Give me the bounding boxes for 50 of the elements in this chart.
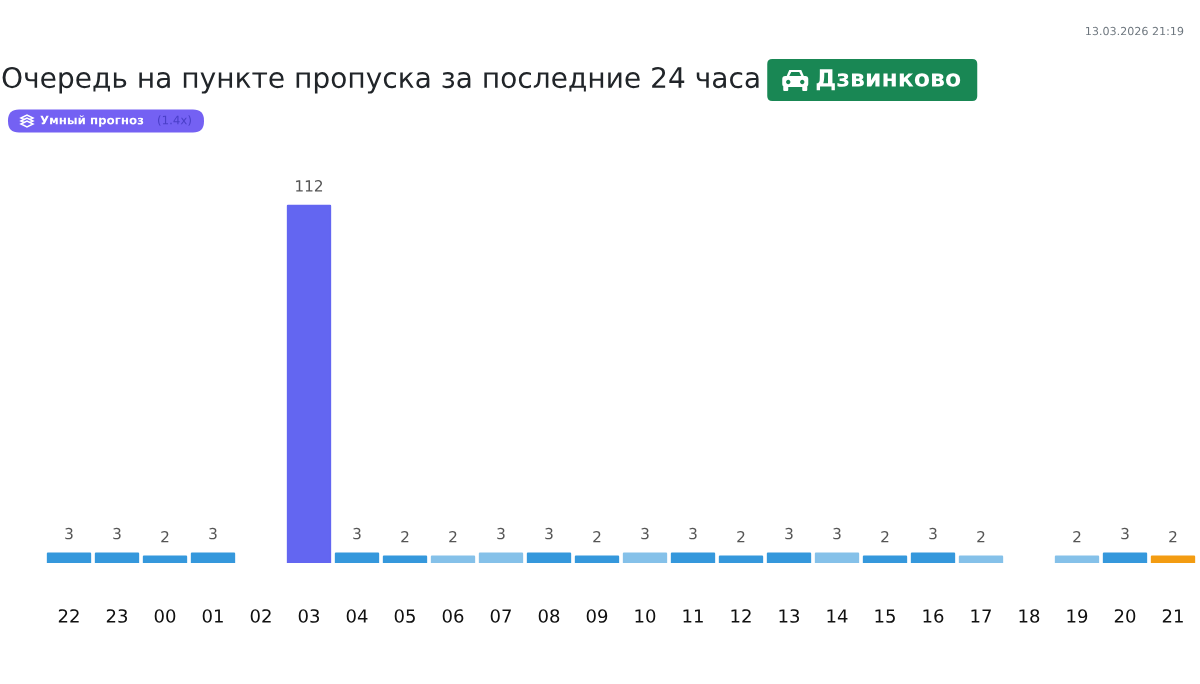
x-tick-label: 02 — [250, 609, 271, 623]
data-label: 3 — [209, 527, 217, 540]
data-label: 3 — [65, 527, 73, 540]
data-label: 2 — [161, 530, 169, 543]
x-tick-label: 07 — [490, 609, 511, 623]
data-label: 2 — [977, 530, 985, 543]
chart-subtitle: Дзвинково — [816, 69, 961, 91]
x-tick-label: 09 — [586, 609, 608, 623]
data-label: 112 — [296, 180, 323, 192]
x-tick-label: 14 — [827, 609, 848, 623]
x-tick-label: 18 — [1019, 609, 1040, 623]
x-tick-label: 00 — [154, 609, 176, 623]
x-tick-label: 01 — [202, 609, 223, 623]
x-tick-label: 12 — [731, 609, 751, 623]
x-tick-label: 22 — [58, 609, 79, 623]
data-label: 3 — [353, 527, 361, 540]
x-tick-label: 20 — [1114, 609, 1136, 623]
x-tick-label: 10 — [635, 609, 656, 623]
data-label: 3 — [545, 527, 553, 540]
x-tick-label: 04 — [346, 609, 368, 623]
x-tick-label: 13 — [779, 609, 800, 623]
data-label: 2 — [401, 530, 409, 543]
data-label: 3 — [929, 527, 937, 540]
chart-title: Очередь на пункте пропуска за последние 24 часа — [2, 66, 759, 94]
data-label: 2 — [881, 530, 889, 543]
data-label: 3 — [1121, 527, 1129, 540]
text: 13.03.2026 21:19 — [1086, 26, 1184, 36]
x-tick-label: 03 — [298, 609, 320, 623]
data-label: 3 — [497, 527, 505, 540]
x-tick-label: 23 — [106, 609, 128, 623]
data-label: 3 — [689, 527, 697, 540]
x-tick-label: 06 — [442, 609, 464, 623]
data-label: 2 — [449, 530, 457, 543]
data-label: 2 — [1169, 530, 1177, 543]
x-tick-label: 21 — [1162, 609, 1183, 623]
data-label: 2 — [1073, 530, 1081, 543]
x-tick-label: 16 — [923, 609, 944, 623]
x-tick-label: 05 — [394, 609, 415, 623]
x-tick-label: 08 — [538, 609, 560, 623]
data-label: 2 — [593, 530, 601, 543]
data-label: 2 — [737, 530, 745, 543]
x-tick-label: 11 — [683, 609, 703, 623]
data-label: 3 — [833, 527, 841, 540]
text: Умный прогноз — [40, 115, 144, 127]
x-tick-label: 17 — [971, 609, 991, 623]
x-tick-label: 15 — [875, 609, 895, 623]
x-tick-label: 19 — [1067, 609, 1088, 623]
data-label: 3 — [641, 527, 649, 540]
data-label: 3 — [113, 527, 121, 540]
data-label: 3 — [785, 527, 793, 540]
